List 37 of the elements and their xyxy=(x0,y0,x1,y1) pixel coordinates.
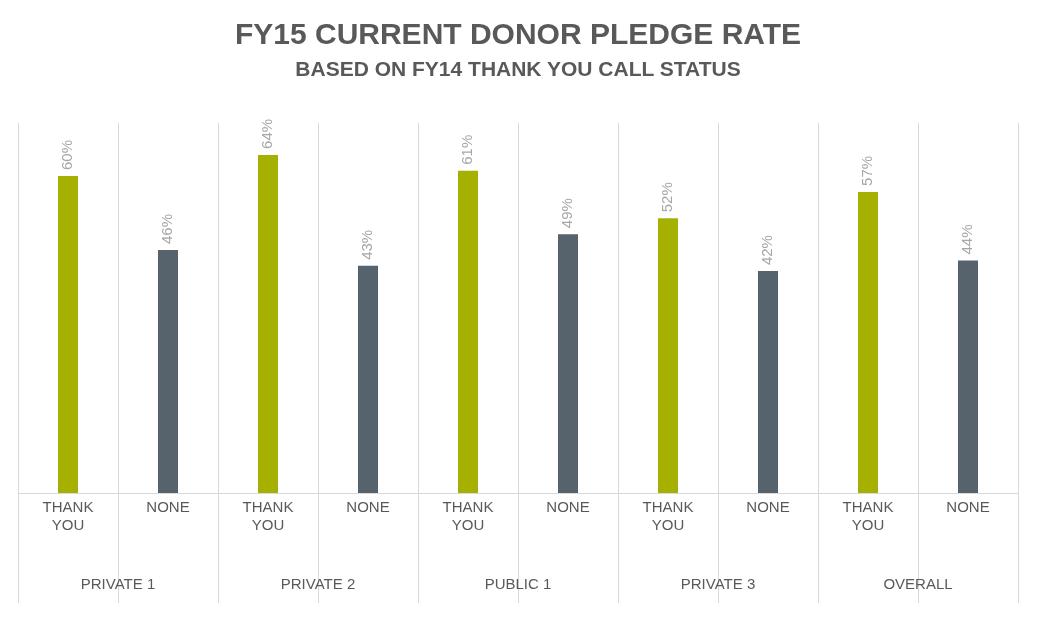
x-tick-label: THANK YOU xyxy=(42,498,94,534)
data-label: 43% xyxy=(358,229,376,260)
data-label: 49% xyxy=(558,198,576,229)
bar xyxy=(58,176,78,493)
x-tick-label: NONE xyxy=(946,498,990,516)
bar xyxy=(158,249,178,493)
text: PUBLIC 1 xyxy=(484,575,552,593)
data-label: 44% xyxy=(958,224,976,255)
data-label: 42% xyxy=(758,235,776,266)
x-tick-label: NONE xyxy=(346,498,390,516)
bar xyxy=(758,271,778,493)
bar xyxy=(658,218,678,493)
text: PRIVATE 1 xyxy=(80,575,156,593)
chart-subtitle: BASED ON FY14 THANK YOU CALL STATUS xyxy=(295,57,741,81)
bar xyxy=(358,265,378,493)
bar xyxy=(558,234,578,493)
bar xyxy=(458,170,478,493)
x-tick-label: THANK YOU xyxy=(842,498,894,534)
data-label: 52% xyxy=(658,182,676,213)
x-tick-label: NONE xyxy=(546,498,590,516)
data-label: 60% xyxy=(58,140,76,171)
text: OVERALL xyxy=(883,575,953,593)
text: PRIVATE 3 xyxy=(680,575,756,593)
data-label: 61% xyxy=(458,134,476,165)
x-tick-label: THANK YOU xyxy=(242,498,294,534)
bar xyxy=(258,154,278,493)
data-label: 46% xyxy=(158,213,176,244)
x-tick-label: THANK YOU xyxy=(642,498,694,534)
chart-title: FY15 CURRENT DONOR PLEDGE RATE xyxy=(234,17,802,51)
x-tick-label: NONE xyxy=(746,498,790,516)
data-label: 64% xyxy=(258,118,276,149)
bar xyxy=(858,191,878,493)
x-tick-label: THANK YOU xyxy=(442,498,494,534)
text: PRIVATE 2 xyxy=(280,575,356,593)
x-tick-label: NONE xyxy=(146,498,190,516)
data-label: 57% xyxy=(858,155,876,186)
bar xyxy=(958,260,978,493)
